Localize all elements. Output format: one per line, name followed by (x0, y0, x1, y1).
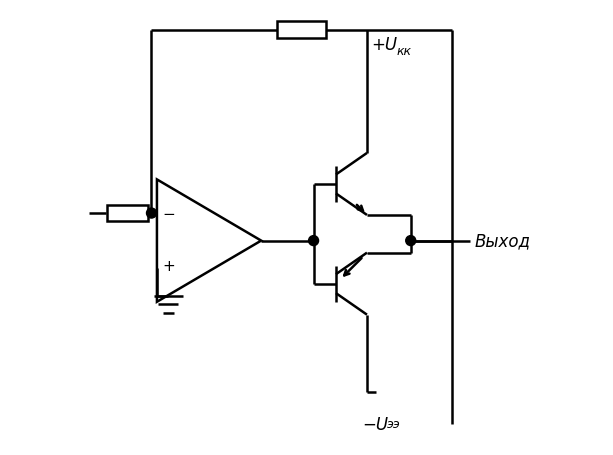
Text: −: − (162, 206, 175, 221)
Text: +: + (162, 259, 175, 274)
Text: −U: −U (362, 415, 389, 433)
Text: Выход: Выход (474, 232, 530, 250)
Text: ээ: ээ (387, 417, 401, 430)
Bar (276, 22, 327, 40)
Circle shape (147, 209, 156, 218)
Text: +U: +U (371, 35, 397, 53)
Circle shape (406, 236, 416, 246)
Bar (107, 206, 148, 222)
Circle shape (308, 236, 319, 246)
Text: кк: кк (397, 45, 411, 58)
